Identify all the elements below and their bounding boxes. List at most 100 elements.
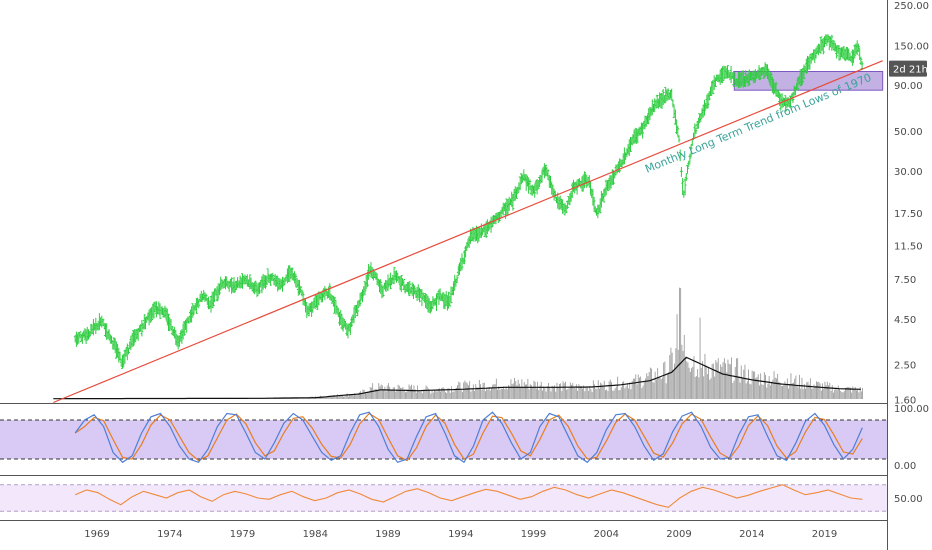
volume-bar [448, 388, 450, 399]
volume-bar [717, 358, 719, 399]
volume-bar [805, 388, 806, 399]
volume-bar [528, 389, 530, 399]
volume-bar [699, 317, 701, 399]
volume-bar [379, 386, 381, 399]
volume-bar [316, 397, 318, 399]
volume-bar [596, 388, 598, 399]
volume-bar [714, 376, 716, 399]
volume-bar [472, 384, 474, 399]
volume-bar [417, 385, 418, 399]
volume-bar [534, 382, 536, 399]
volume-bar [431, 390, 433, 399]
volume-bar [460, 390, 462, 399]
volume-bar [449, 392, 451, 399]
volume-bar [774, 377, 776, 399]
volume-bar [362, 389, 364, 399]
volume-bar [601, 383, 603, 399]
volume-bar [418, 390, 420, 399]
price-badge: 2d 21h [889, 60, 928, 77]
volume-bar [834, 389, 836, 399]
volume-bar [751, 370, 753, 399]
volume-bar [796, 386, 798, 399]
volume-bar [637, 374, 639, 399]
y-tick-label: 50.00 [894, 127, 923, 138]
volume-bar [592, 380, 594, 399]
volume-bar [837, 385, 839, 399]
y-tick-label: 90.00 [894, 81, 923, 92]
volume-bar [687, 362, 689, 399]
volume-bar [594, 384, 595, 399]
y-tick-label: 1.60 [894, 396, 916, 407]
volume-bar [845, 388, 846, 399]
volume-bar [573, 388, 575, 399]
volume-bar [337, 394, 338, 399]
volume-bar [383, 389, 384, 399]
volume-bar [786, 378, 788, 399]
volume-bar [778, 381, 780, 399]
volume-bar [709, 379, 711, 399]
stochastic-d-line [74, 412, 863, 462]
volume-bar [606, 389, 608, 399]
volume-bar [386, 385, 388, 399]
volume-bar [420, 391, 422, 399]
volume-bar [824, 381, 826, 399]
volume-bar [635, 374, 637, 399]
rsi-panel [0, 484, 887, 512]
volume-bar [793, 382, 794, 399]
volume-bar [716, 362, 718, 399]
volume-bar [546, 386, 548, 399]
volume-bar [645, 378, 646, 399]
volume-bar [366, 393, 368, 399]
volume-bar [400, 387, 401, 399]
volume-bar [358, 392, 360, 399]
price-y-axis: 250.00 150.00 90.00 50.00 30.00 17.50 11.50 7.5… [894, 1, 929, 407]
volume-bar [455, 387, 457, 399]
volume-bar [721, 366, 723, 399]
volume-bar [836, 390, 838, 399]
volume-bar [782, 386, 783, 399]
x-tick-label: 2009 [666, 529, 691, 540]
volume-bar [780, 385, 782, 399]
volume-bar [498, 386, 500, 399]
volume-bar [437, 388, 439, 399]
volume-bar [683, 334, 685, 399]
volume-bar [843, 391, 845, 399]
volume-bar [696, 376, 697, 399]
volume-bar [720, 364, 722, 399]
volume-bar [526, 384, 528, 399]
volume-bar [850, 387, 851, 399]
volume-bar [516, 385, 518, 399]
volume-bar [340, 396, 342, 399]
volume-bar [857, 389, 859, 399]
volume-bar [522, 386, 524, 399]
volume-bar [803, 384, 805, 399]
volume-bar [529, 384, 531, 399]
volume-bar [333, 395, 335, 399]
x-tick-label: 1969 [84, 529, 109, 540]
volume-bar [415, 392, 417, 399]
volume-bar [349, 394, 351, 399]
volume-bar [791, 383, 793, 399]
volume-bar [599, 388, 600, 399]
volume-bar [740, 365, 742, 399]
y-tick-label: 250.00 [894, 1, 929, 12]
volume-bar [842, 392, 844, 399]
volume-bar [816, 381, 817, 399]
x-tick-label: 1999 [521, 529, 546, 540]
volume-bar [676, 314, 678, 399]
volume-bar [785, 383, 787, 399]
volume-bar [544, 388, 546, 399]
volume-bar [759, 385, 760, 399]
volume-bar [334, 395, 336, 399]
volume-bar [397, 384, 399, 399]
y-tick-label: 150.00 [894, 41, 929, 52]
volume-bar [854, 387, 856, 399]
volume-bar [702, 361, 703, 399]
volume-bar [562, 381, 564, 399]
volume-bar [352, 395, 354, 399]
volume-bar [561, 391, 563, 399]
volume-bar [819, 383, 821, 399]
volume-bar [691, 368, 692, 399]
volume-bar [795, 375, 797, 399]
volume-bar [525, 384, 526, 399]
